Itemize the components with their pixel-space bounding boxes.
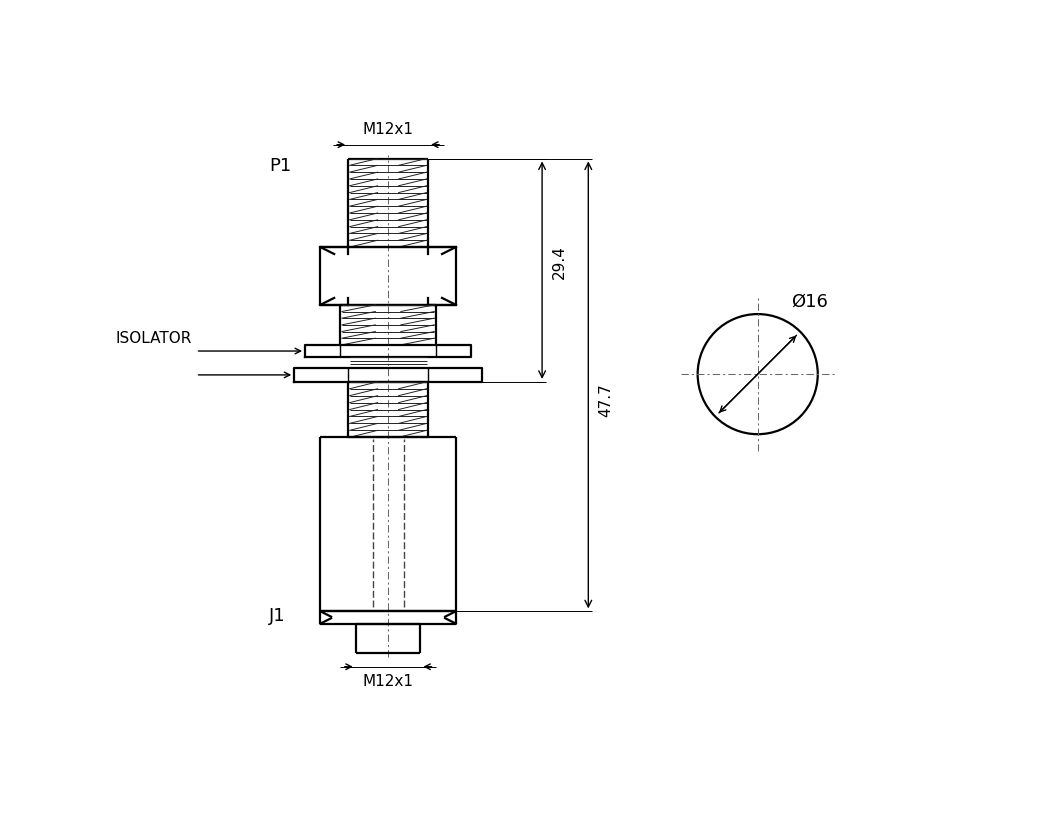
Text: 47.7: 47.7 [598, 384, 614, 417]
Text: M12x1: M12x1 [363, 675, 414, 690]
Text: Ø16: Ø16 [790, 292, 827, 310]
Text: J1: J1 [269, 608, 286, 625]
Text: 29.4: 29.4 [552, 246, 568, 280]
Text: M12x1: M12x1 [363, 122, 414, 137]
Text: P1: P1 [269, 157, 291, 175]
Text: ISOLATOR: ISOLATOR [116, 332, 191, 347]
